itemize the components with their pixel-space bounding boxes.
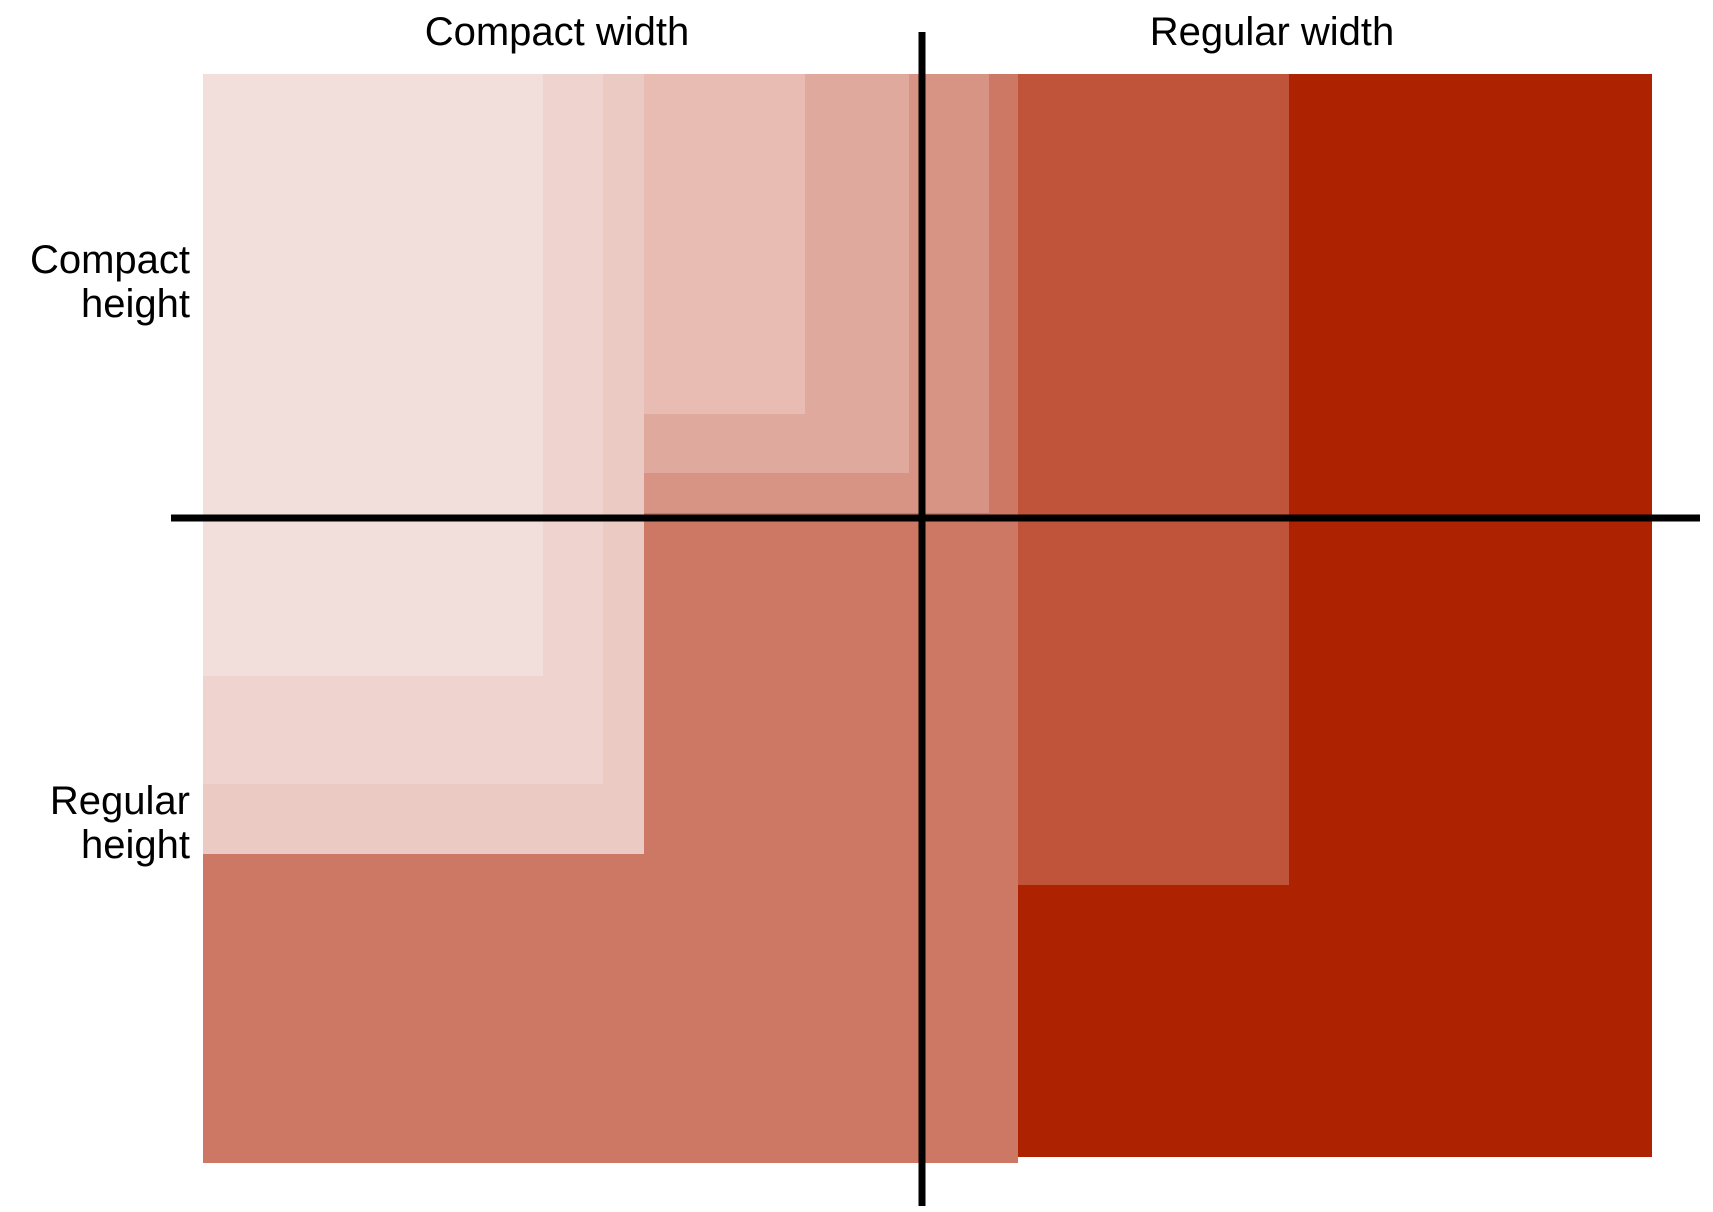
regular-width-label: Regular width (1149, 10, 1395, 54)
compact-width-label: Compact width (424, 10, 690, 54)
compact-height-label: Compact height (0, 238, 190, 326)
size-region-1 (203, 74, 543, 676)
regular-height-label: Regular height (0, 779, 190, 867)
regular-height-line1: Regular (49, 779, 190, 823)
compact-height-line1: Compact (29, 238, 190, 282)
regular-height-line2: height (81, 823, 190, 867)
compact-height-line2: height (81, 282, 190, 326)
